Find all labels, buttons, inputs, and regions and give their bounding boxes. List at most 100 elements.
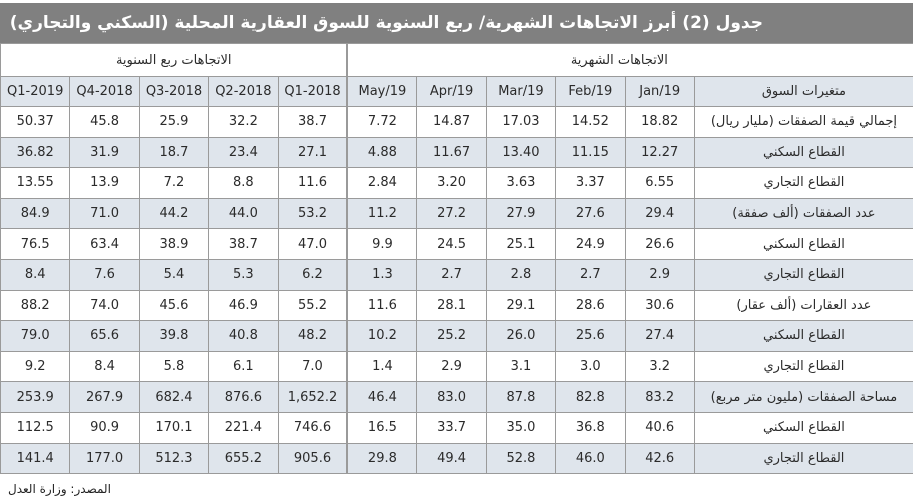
cell-quarterly: 45.8 (69, 106, 140, 138)
column-header: Apr/19 (416, 76, 487, 107)
row-label: عدد الصفقات (ألف صفقة) (693, 197, 913, 230)
cell-monthly: 1.4 (346, 350, 418, 383)
cell-quarterly: 221.4 (208, 411, 279, 444)
table-row: القطاع السكني 12.27 11.15 13.40 11.67 4.88 27.… (0, 136, 913, 169)
row-label: القطاع التجاري (693, 258, 913, 291)
cell-monthly: 3.2 (624, 350, 695, 383)
row-label: القطاع السكني (693, 411, 913, 444)
cell-quarterly: 76.5 (0, 228, 71, 260)
cell-quarterly: 32.2 (208, 106, 279, 138)
cell-quarterly: 65.6 (69, 320, 140, 352)
cell-monthly: 3.1 (485, 350, 557, 383)
cell-monthly: 11.15 (555, 136, 626, 169)
cell-quarterly: 8.4 (69, 350, 140, 383)
cell-quarterly: 39.8 (138, 320, 210, 352)
cell-monthly: 24.9 (555, 228, 626, 260)
cell-quarterly: 31.9 (69, 136, 140, 169)
cell-monthly: 27.4 (624, 320, 695, 352)
cell-monthly: 29.1 (485, 289, 557, 322)
cell-monthly: 6.55 (624, 167, 695, 199)
cell-quarterly: 7.6 (69, 258, 140, 291)
cell-monthly: 12.27 (624, 136, 695, 169)
cell-monthly: 18.82 (624, 106, 695, 138)
cell-quarterly: 13.9 (69, 167, 140, 199)
cell-quarterly: 177.0 (69, 442, 140, 475)
cell-quarterly: 1,652.2 (277, 381, 348, 413)
cell-quarterly: 71.0 (69, 197, 140, 230)
cell-quarterly: 11.6 (277, 167, 348, 199)
cell-quarterly: 53.2 (277, 197, 348, 230)
cell-monthly: 46.4 (346, 381, 418, 413)
cell-quarterly: 44.2 (138, 197, 210, 230)
cell-monthly: 11.6 (346, 289, 418, 322)
cell-quarterly: 746.6 (277, 411, 348, 444)
cell-monthly: 29.8 (346, 442, 418, 475)
cell-monthly: 25.1 (485, 228, 557, 260)
cell-quarterly: 5.3 (208, 258, 279, 291)
cell-monthly: 16.5 (346, 411, 418, 444)
cell-quarterly: 38.7 (277, 106, 348, 138)
cell-quarterly: 74.0 (69, 289, 140, 322)
column-header: 2018-Q1 (277, 76, 348, 107)
column-header: Mar/19 (485, 76, 557, 107)
cell-monthly: 2.7 (416, 258, 487, 291)
table-row: القطاع السكني 27.4 25.6 26.0 25.2 10.2 48.2 40.… (0, 320, 913, 352)
cell-monthly: 35.0 (485, 411, 557, 444)
column-header-label: متغيرات السوق (693, 76, 913, 107)
cell-quarterly: 36.82 (0, 136, 71, 169)
cell-quarterly: 40.8 (208, 320, 279, 352)
row-label: القطاع السكني (693, 320, 913, 352)
cell-monthly: 28.1 (416, 289, 487, 322)
cell-monthly: 2.8 (485, 258, 557, 291)
cell-quarterly: 63.4 (69, 228, 140, 260)
cell-quarterly: 7.0 (277, 350, 348, 383)
row-label: القطاع السكني (693, 228, 913, 260)
column-header: May/19 (346, 76, 418, 107)
cell-monthly: 3.0 (555, 350, 626, 383)
cell-quarterly: 50.37 (0, 106, 71, 138)
cell-quarterly: 90.9 (69, 411, 140, 444)
row-label: إجمالي قيمة الصفقات (مليار ريال) (693, 106, 913, 138)
cell-quarterly: 55.2 (277, 289, 348, 322)
cell-quarterly: 25.9 (138, 106, 210, 138)
cell-monthly: 27.2 (416, 197, 487, 230)
cell-monthly: 2.9 (624, 258, 695, 291)
cell-quarterly: 170.1 (138, 411, 210, 444)
column-header: 2018-Q2 (208, 76, 279, 107)
cell-monthly: 14.52 (555, 106, 626, 138)
cell-monthly: 87.8 (485, 381, 557, 413)
table-row: القطاع السكني 26.6 24.9 25.1 24.5 9.9 47.0 38.7… (0, 228, 913, 260)
cell-monthly: 52.8 (485, 442, 557, 475)
cell-monthly: 13.40 (485, 136, 557, 169)
cell-monthly: 3.20 (416, 167, 487, 199)
cell-monthly: 36.8 (555, 411, 626, 444)
column-header: 2018-Q3 (138, 76, 210, 107)
column-header: Jan/19 (624, 76, 695, 107)
table-row: القطاع التجاري 6.55 3.37 3.63 3.20 2.84 11.6 8.… (0, 167, 913, 199)
cell-quarterly: 141.4 (0, 442, 71, 475)
cell-monthly: 2.9 (416, 350, 487, 383)
cell-monthly: 46.0 (555, 442, 626, 475)
source-note: المصدر: وزارة العدل (8, 482, 111, 496)
cell-quarterly: 253.9 (0, 381, 71, 413)
cell-monthly: 49.4 (416, 442, 487, 475)
cell-quarterly: 682.4 (138, 381, 210, 413)
cell-quarterly: 18.7 (138, 136, 210, 169)
cell-monthly: 3.37 (555, 167, 626, 199)
cell-monthly: 17.03 (485, 106, 557, 138)
row-label: القطاع التجاري (693, 167, 913, 199)
cell-monthly: 7.72 (346, 106, 418, 138)
cell-monthly: 33.7 (416, 411, 487, 444)
row-label: القطاع السكني (693, 136, 913, 169)
table-row: القطاع السكني 40.6 36.8 35.0 33.7 16.5 746.6 22… (0, 411, 913, 444)
group-header-row: الاتجاهات الشهرية الاتجاهات ربع السنوية (0, 43, 913, 77)
cell-quarterly: 88.2 (0, 289, 71, 322)
cell-quarterly: 905.6 (277, 442, 348, 475)
cell-monthly: 11.67 (416, 136, 487, 169)
cell-monthly: 83.2 (624, 381, 695, 413)
cell-monthly: 29.4 (624, 197, 695, 230)
cell-monthly: 83.0 (416, 381, 487, 413)
cell-quarterly: 655.2 (208, 442, 279, 475)
cell-monthly: 27.9 (485, 197, 557, 230)
cell-monthly: 40.6 (624, 411, 695, 444)
